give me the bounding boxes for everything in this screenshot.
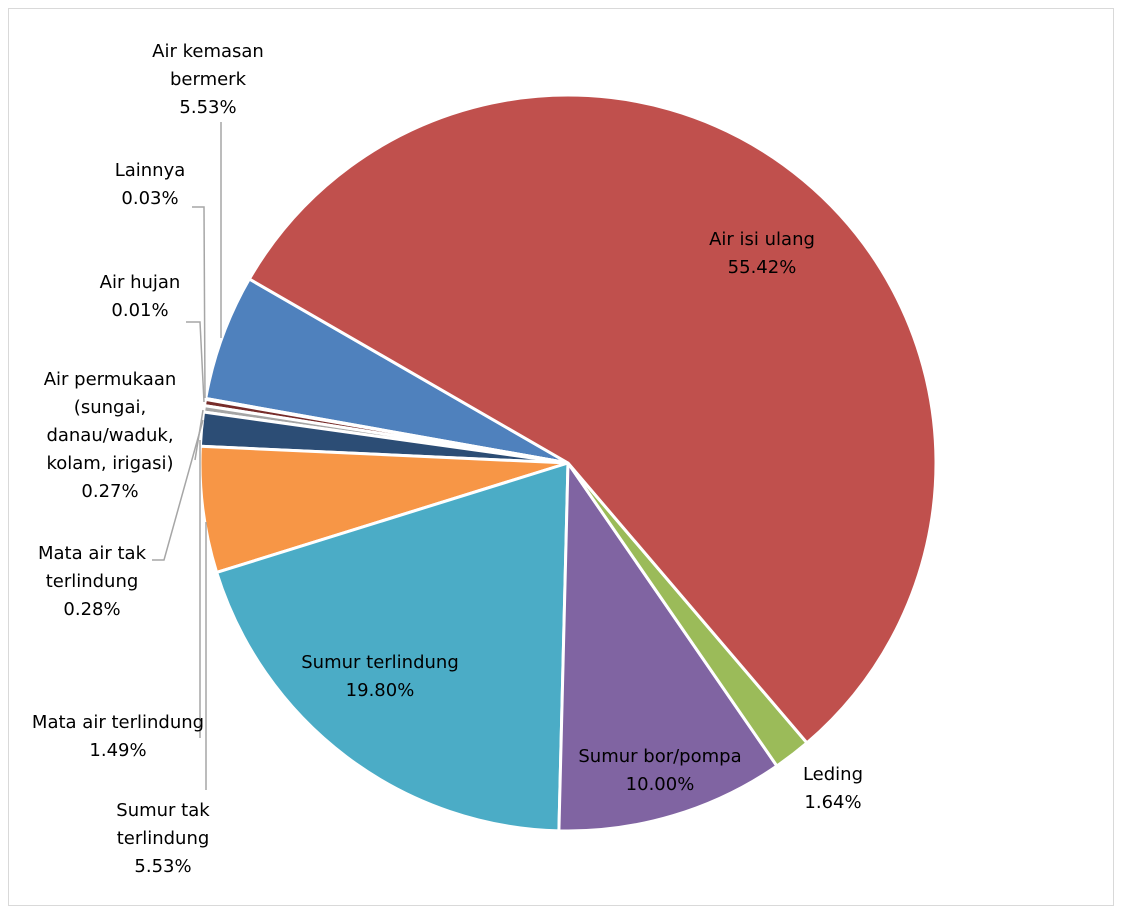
category-label: Air permukaan (sungai, danau/waduk, kola… (43, 369, 177, 474)
category-label: Sumur bor/pompa (578, 746, 742, 767)
pie-slice (557, 461, 779, 833)
value-label: 5.53% (179, 97, 237, 118)
category-label: Lainnya (114, 160, 186, 181)
data-label: Leding 1.64% (783, 761, 883, 817)
data-label: Air hujan 0.01% (80, 269, 200, 325)
value-label: 1.64% (804, 792, 862, 813)
data-label: Sumur bor/pompa 10.00% (560, 743, 760, 799)
value-label: 10.00% (625, 774, 695, 795)
data-label: Air kemasan bermerk 5.53% (133, 38, 283, 122)
data-label: Mata air terlindung 1.49% (8, 709, 228, 765)
chart-frame (8, 8, 1114, 906)
value-label: 0.03% (121, 188, 179, 209)
data-label: Mata air tak terlindung 0.28% (17, 540, 167, 624)
category-label: Mata air tak terlindung (37, 543, 147, 592)
data-label: Air isi ulang 55.42% (662, 226, 862, 282)
category-label: Air kemasan bermerk (152, 41, 264, 90)
leader-lines (152, 122, 222, 790)
value-label: 0.27% (81, 481, 139, 502)
category-label: Sumur terlindung (301, 652, 459, 673)
data-label: Sumur tak terlindung 5.53% (93, 797, 233, 881)
value-label: 5.53% (134, 856, 192, 877)
data-label: Lainnya 0.03% (100, 157, 200, 213)
pie-slice (247, 93, 938, 745)
leader-line (186, 321, 205, 403)
category-label: Mata air terlindung (31, 712, 205, 733)
data-label: Sumur terlindung 19.80% (270, 649, 490, 705)
value-label: 0.28% (63, 599, 121, 620)
category-label: Sumur tak terlindung (116, 800, 210, 849)
leader-line (192, 206, 206, 399)
value-label: 55.42% (727, 257, 797, 278)
value-label: 0.01% (111, 300, 169, 321)
pie-slice (215, 461, 570, 833)
leader-line (152, 419, 204, 561)
category-label: Leding (802, 764, 864, 785)
value-label: 1.49% (89, 740, 147, 761)
category-label: Air isi ulang (709, 229, 815, 250)
value-label: 19.80% (345, 680, 415, 701)
category-label: Air hujan (99, 272, 181, 293)
data-label: Air permukaan (sungai, danau/waduk, kola… (20, 366, 200, 506)
